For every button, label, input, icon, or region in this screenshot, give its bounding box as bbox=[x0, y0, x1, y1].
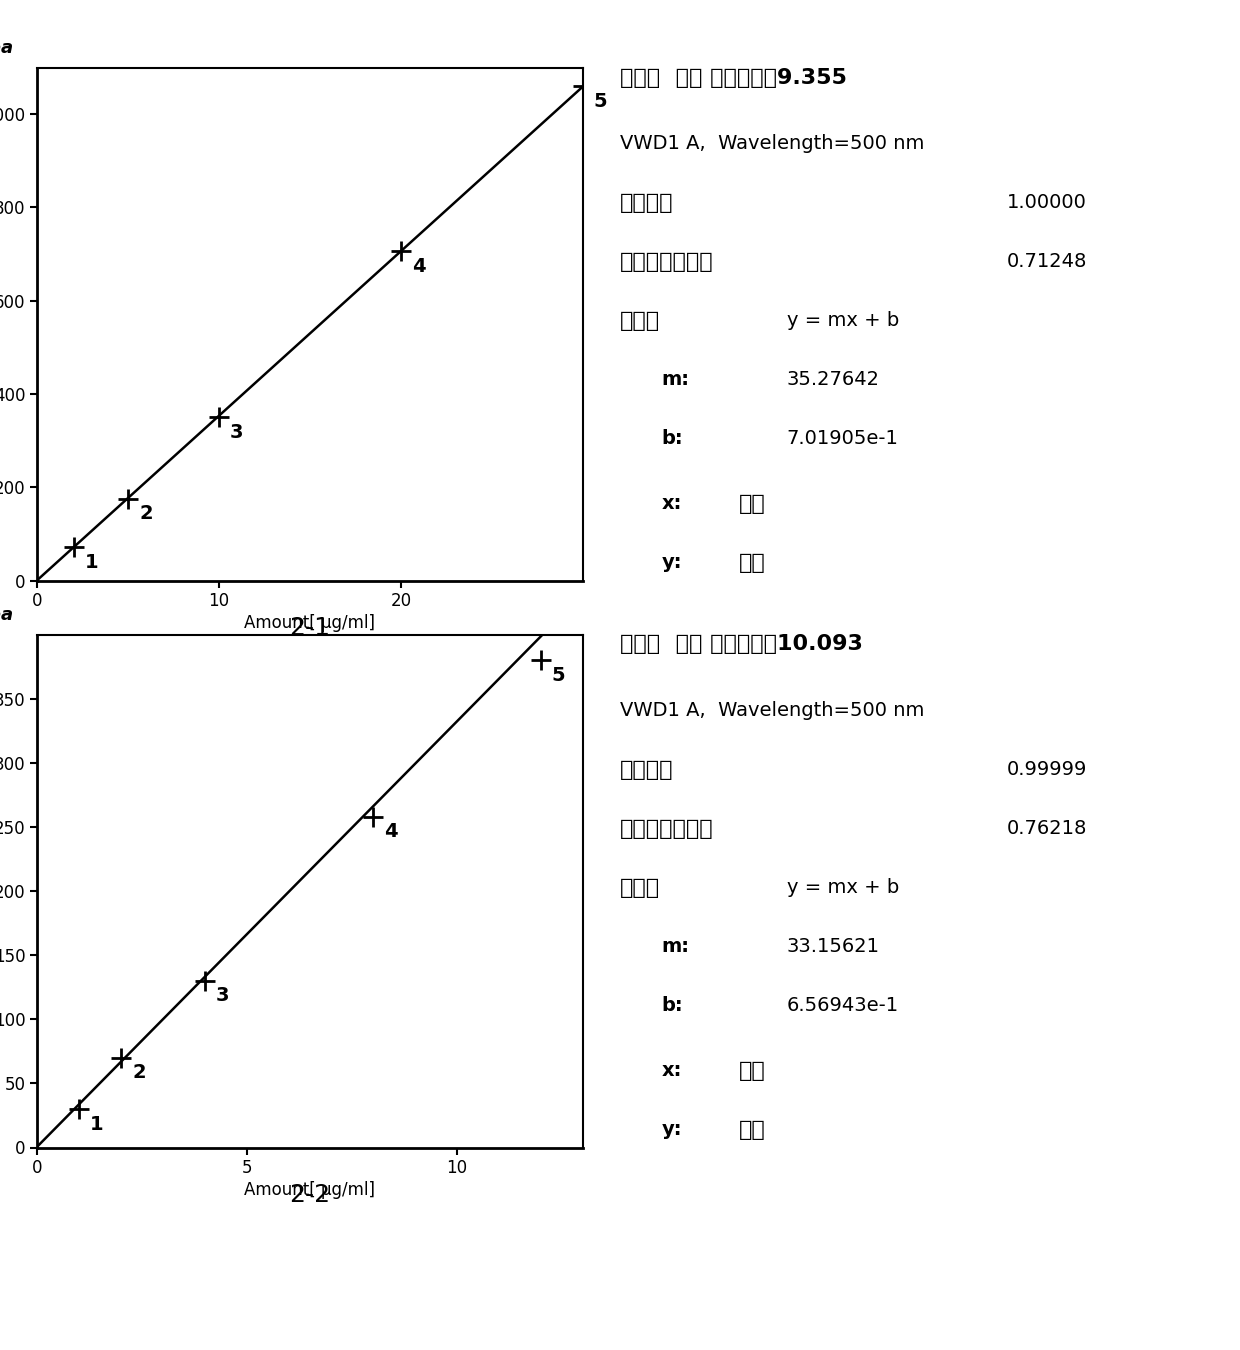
Text: 2: 2 bbox=[131, 1064, 145, 1083]
Text: 相关性：: 相关性： bbox=[620, 760, 673, 780]
Text: y = mx + b: y = mx + b bbox=[786, 312, 899, 331]
Text: 1: 1 bbox=[84, 552, 98, 571]
Text: 2-1: 2-1 bbox=[289, 616, 331, 640]
Text: 残留标准误差：: 残留标准误差： bbox=[620, 819, 714, 840]
Text: 0.76218: 0.76218 bbox=[1007, 819, 1087, 838]
Text: y:: y: bbox=[662, 554, 682, 572]
Text: 面积: 面积 bbox=[739, 1120, 766, 1139]
Text: 2: 2 bbox=[139, 505, 153, 524]
Text: 4: 4 bbox=[412, 256, 425, 275]
Text: 33.15621: 33.15621 bbox=[786, 937, 879, 956]
Text: 3: 3 bbox=[216, 987, 229, 1006]
Text: x:: x: bbox=[662, 1061, 682, 1080]
Text: 含量: 含量 bbox=[739, 1061, 766, 1081]
Text: 含量: 含量 bbox=[739, 494, 766, 514]
Text: 5: 5 bbox=[552, 666, 565, 684]
Text: 面积: 面积 bbox=[739, 554, 766, 572]
Text: VWD1 A,  Wavelength=500 nm: VWD1 A, Wavelength=500 nm bbox=[620, 134, 924, 153]
Text: 5: 5 bbox=[594, 92, 608, 111]
Text: 7.01905e-1: 7.01905e-1 bbox=[786, 429, 899, 448]
Text: VWD1 A,  Wavelength=500 nm: VWD1 A, Wavelength=500 nm bbox=[620, 701, 924, 720]
Text: 相关性：: 相关性： bbox=[620, 193, 673, 213]
Text: Area: Area bbox=[0, 39, 14, 57]
Text: 日落黄  预期 保留时间：9.355: 日落黄 预期 保留时间：9.355 bbox=[620, 68, 847, 88]
Text: 1.00000: 1.00000 bbox=[1007, 193, 1086, 212]
X-axis label: Amount[ μg/ml]: Amount[ μg/ml] bbox=[244, 1181, 376, 1199]
Text: y:: y: bbox=[662, 1120, 682, 1139]
Text: b:: b: bbox=[662, 996, 683, 1015]
Text: Area: Area bbox=[0, 606, 14, 624]
Text: 公式：: 公式： bbox=[620, 312, 660, 331]
Text: m:: m: bbox=[662, 937, 689, 956]
Text: 残留标准误差：: 残留标准误差： bbox=[620, 252, 714, 273]
Text: 2-2: 2-2 bbox=[289, 1183, 331, 1207]
Text: 诱感红  预期 保留时间：10.093: 诱感红 预期 保留时间：10.093 bbox=[620, 634, 863, 655]
Text: 公式：: 公式： bbox=[620, 879, 660, 898]
Text: 35.27642: 35.27642 bbox=[786, 370, 879, 389]
Text: 6.56943e-1: 6.56943e-1 bbox=[786, 996, 899, 1015]
Text: 1: 1 bbox=[91, 1115, 104, 1134]
X-axis label: Amount[ μg/ml]: Amount[ μg/ml] bbox=[244, 614, 376, 632]
Text: 0.71248: 0.71248 bbox=[1007, 252, 1087, 271]
Text: 0.99999: 0.99999 bbox=[1007, 760, 1087, 779]
Text: x:: x: bbox=[662, 494, 682, 513]
Text: y = mx + b: y = mx + b bbox=[786, 879, 899, 898]
Text: 3: 3 bbox=[229, 423, 243, 441]
Text: b:: b: bbox=[662, 429, 683, 448]
Text: 4: 4 bbox=[384, 822, 398, 841]
Text: m:: m: bbox=[662, 370, 689, 389]
